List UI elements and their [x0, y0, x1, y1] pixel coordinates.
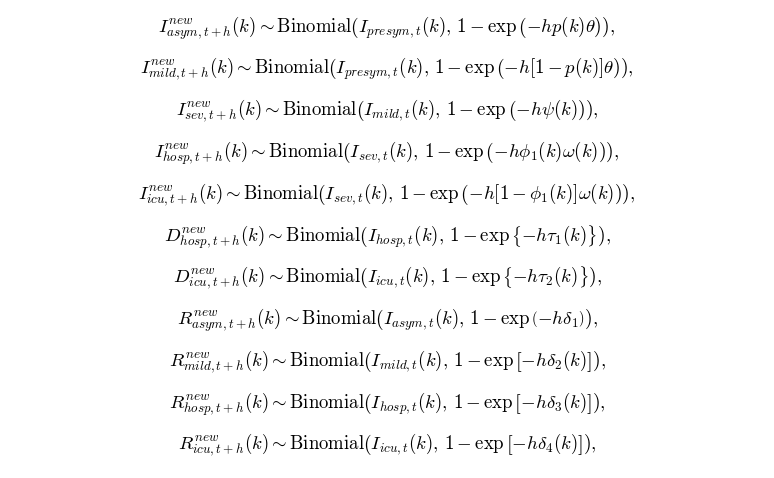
Text: $I_{asym,t+h}^{new}(k) \sim \mathrm{Binomial}\left(I_{presym,t}(k),\, 1 - \exp\l: $I_{asym,t+h}^{new}(k) \sim \mathrm{Bino…	[159, 14, 615, 42]
Text: $I_{hosp,t+h}^{new}(k) \sim \mathrm{Binomial}\left(I_{sev,t}(k),\, 1 - \exp\left: $I_{hosp,t+h}^{new}(k) \sim \mathrm{Bino…	[154, 139, 620, 167]
Text: $I_{sev,t+h}^{new}(k) \sim \mathrm{Binomial}\left(I_{mild,t}(k),\, 1 - \exp\left: $I_{sev,t+h}^{new}(k) \sim \mathrm{Binom…	[176, 98, 598, 125]
Text: $R_{icu,t+h}^{new}(k) \sim \mathrm{Binomial}\left(I_{icu,t}(k),\, 1 - \exp\left[: $R_{icu,t+h}^{new}(k) \sim \mathrm{Binom…	[177, 432, 597, 459]
Text: $R_{hosp,t+h}^{new}(k) \sim \mathrm{Binomial}\left(I_{hosp,t}(k),\, 1 - \exp\lef: $R_{hosp,t+h}^{new}(k) \sim \mathrm{Bino…	[169, 390, 605, 418]
Text: $I_{mild,t+h}^{new}(k) \sim \mathrm{Binomial}\left(I_{presym,t}(k),\, 1 - \exp\l: $I_{mild,t+h}^{new}(k) \sim \mathrm{Bino…	[140, 56, 634, 83]
Text: $R_{asym,t+h}^{new}(k) \sim \mathrm{Binomial}\left(I_{asym,t}(k),\, 1 - \exp\lef: $R_{asym,t+h}^{new}(k) \sim \mathrm{Bino…	[176, 306, 598, 334]
Text: $D_{icu,t+h}^{new}(k) \sim \mathrm{Binomial}\left(I_{icu,t}(k),\, 1 - \exp\left\: $D_{icu,t+h}^{new}(k) \sim \mathrm{Binom…	[173, 265, 601, 292]
Text: $R_{mild,t+h}^{new}(k) \sim \mathrm{Binomial}\left(I_{mild,t}(k),\, 1 - \exp\lef: $R_{mild,t+h}^{new}(k) \sim \mathrm{Bino…	[169, 348, 605, 376]
Text: $I_{icu,t+h}^{new}(k) \sim \mathrm{Binomial}\left(I_{sev,t}(k),\, 1 - \exp\left(: $I_{icu,t+h}^{new}(k) \sim \mathrm{Binom…	[139, 181, 635, 208]
Text: $D_{hosp,t+h}^{new}(k) \sim \mathrm{Binomial}\left(I_{hosp,t}(k),\, 1 - \exp\lef: $D_{hosp,t+h}^{new}(k) \sim \mathrm{Bino…	[163, 223, 611, 250]
